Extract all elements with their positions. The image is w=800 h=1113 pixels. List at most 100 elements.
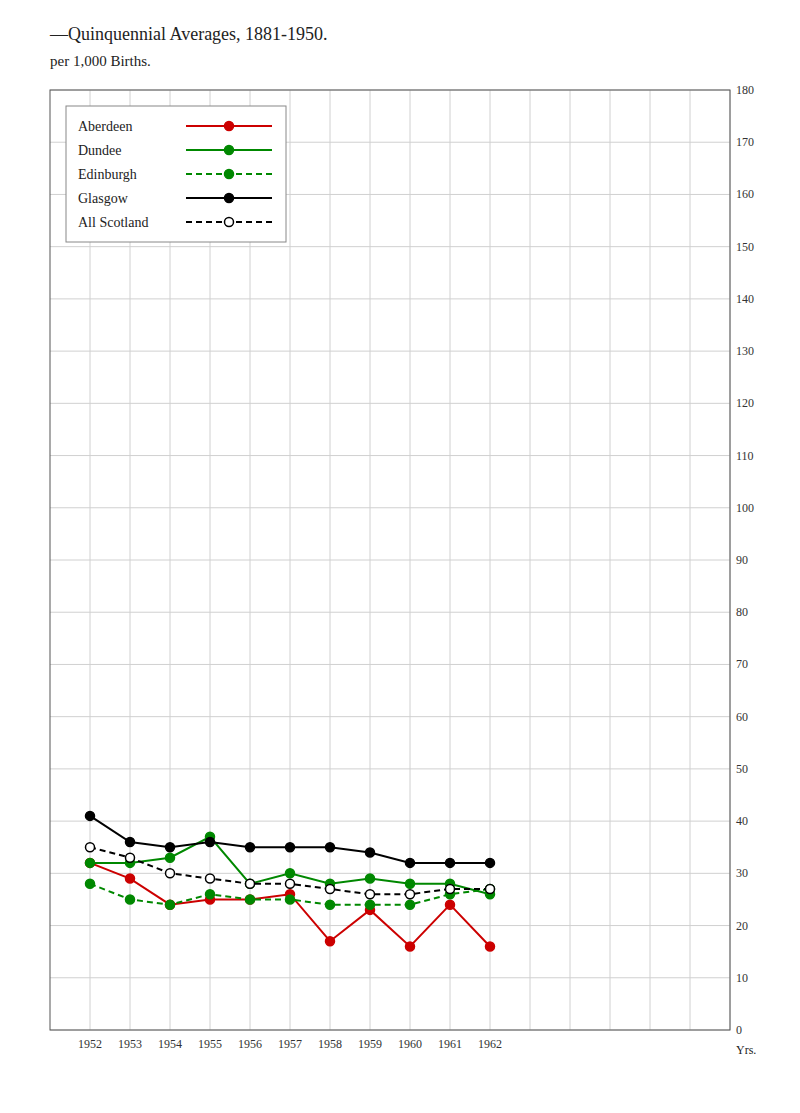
legend-label: Dundee	[78, 143, 122, 158]
x-tick-label: 1957	[278, 1037, 302, 1051]
point	[406, 879, 415, 888]
y-tick-label: 50	[736, 762, 748, 776]
point	[126, 853, 135, 862]
y-grid-line	[50, 403, 730, 404]
y-grid-line	[50, 664, 730, 665]
y-grid-line	[50, 246, 730, 247]
x-tick-label: 1953	[118, 1037, 142, 1051]
legend-marker	[225, 194, 234, 203]
x-grid-line	[530, 90, 531, 1030]
point	[406, 858, 415, 867]
y-grid-line	[50, 298, 730, 299]
point	[86, 858, 95, 867]
point	[246, 843, 255, 852]
point	[366, 848, 375, 857]
axes: 0102030405060708090100110120130140150160…	[50, 83, 754, 1051]
y-grid-line	[50, 351, 730, 352]
point	[206, 874, 215, 883]
y-tick-label: 80	[736, 605, 748, 619]
point	[446, 900, 455, 909]
series-group	[86, 811, 495, 951]
point	[406, 900, 415, 909]
point	[406, 942, 415, 951]
point	[206, 838, 215, 847]
y-grid-line	[50, 612, 730, 613]
legend-marker	[225, 170, 234, 179]
y-tick-label: 90	[736, 553, 748, 567]
x-grid-line	[570, 90, 571, 1030]
series-line	[90, 816, 490, 863]
y-tick-label: 100	[736, 501, 754, 515]
x-tick-label: 1960	[398, 1037, 422, 1051]
legend-marker	[225, 218, 234, 227]
x-tick-label: 1958	[318, 1037, 342, 1051]
point	[326, 900, 335, 909]
y-tick-label: 140	[736, 292, 754, 306]
point	[246, 895, 255, 904]
y-tick-label: 170	[736, 135, 754, 149]
point	[366, 900, 375, 909]
x-tick-label: 1955	[198, 1037, 222, 1051]
y-tick-label: 70	[736, 657, 748, 671]
x-tick-label: 1954	[158, 1037, 182, 1051]
point	[486, 858, 495, 867]
x-tick-label: 1962	[478, 1037, 502, 1051]
point	[326, 843, 335, 852]
x-tick-label: 1952	[78, 1037, 102, 1051]
point	[486, 885, 495, 894]
y-grid-line	[50, 560, 730, 561]
point	[206, 890, 215, 899]
y-grid-line	[50, 507, 730, 508]
x-tick-label: 1956	[238, 1037, 262, 1051]
point	[286, 843, 295, 852]
point	[326, 885, 335, 894]
y-tick-label: 60	[736, 710, 748, 724]
legend-label: Edinburgh	[78, 167, 137, 182]
point	[126, 838, 135, 847]
y-tick-label: 160	[736, 187, 754, 201]
point	[246, 879, 255, 888]
y-grid-line	[50, 873, 730, 874]
y-grid-line	[50, 716, 730, 717]
point	[166, 900, 175, 909]
point	[406, 890, 415, 899]
y-grid-line	[50, 821, 730, 822]
point	[286, 895, 295, 904]
subtitle: per 1,000 Births.	[50, 53, 151, 69]
point	[486, 942, 495, 951]
x-grid-line	[610, 90, 611, 1030]
point	[86, 811, 95, 820]
y-tick-label: 150	[736, 240, 754, 254]
point	[446, 885, 455, 894]
legend-label: All Scotland	[78, 215, 148, 230]
chart: —Quinquennial Averages, 1881-1950. per 1,…	[0, 0, 800, 1113]
x-grid-line	[650, 90, 651, 1030]
legend-box	[66, 106, 286, 242]
legend-marker	[225, 122, 234, 131]
point	[166, 853, 175, 862]
legend: Aberdeen Dundee Edinburgh Glasgow All Scotla…	[66, 106, 286, 242]
point	[286, 869, 295, 878]
y-tick-label: 130	[736, 344, 754, 358]
grid	[50, 90, 730, 1030]
y-tick-label: 0	[736, 1023, 742, 1037]
y-tick-label: 180	[736, 83, 754, 97]
x-tick-label: 1961	[438, 1037, 462, 1051]
legend-marker	[225, 146, 234, 155]
point	[166, 843, 175, 852]
point	[246, 895, 255, 904]
legend-label: Aberdeen	[78, 119, 132, 134]
title: —Quinquennial Averages, 1881-1950.	[49, 24, 328, 44]
point	[486, 885, 495, 894]
point	[246, 879, 255, 888]
point	[166, 900, 175, 909]
x-axis-label: Yrs.	[736, 1043, 756, 1057]
point	[446, 858, 455, 867]
y-tick-label: 40	[736, 814, 748, 828]
legend-label: Glasgow	[78, 191, 129, 206]
series-line	[90, 847, 490, 894]
point	[366, 890, 375, 899]
y-grid-line	[50, 977, 730, 978]
point	[86, 843, 95, 852]
point	[86, 879, 95, 888]
